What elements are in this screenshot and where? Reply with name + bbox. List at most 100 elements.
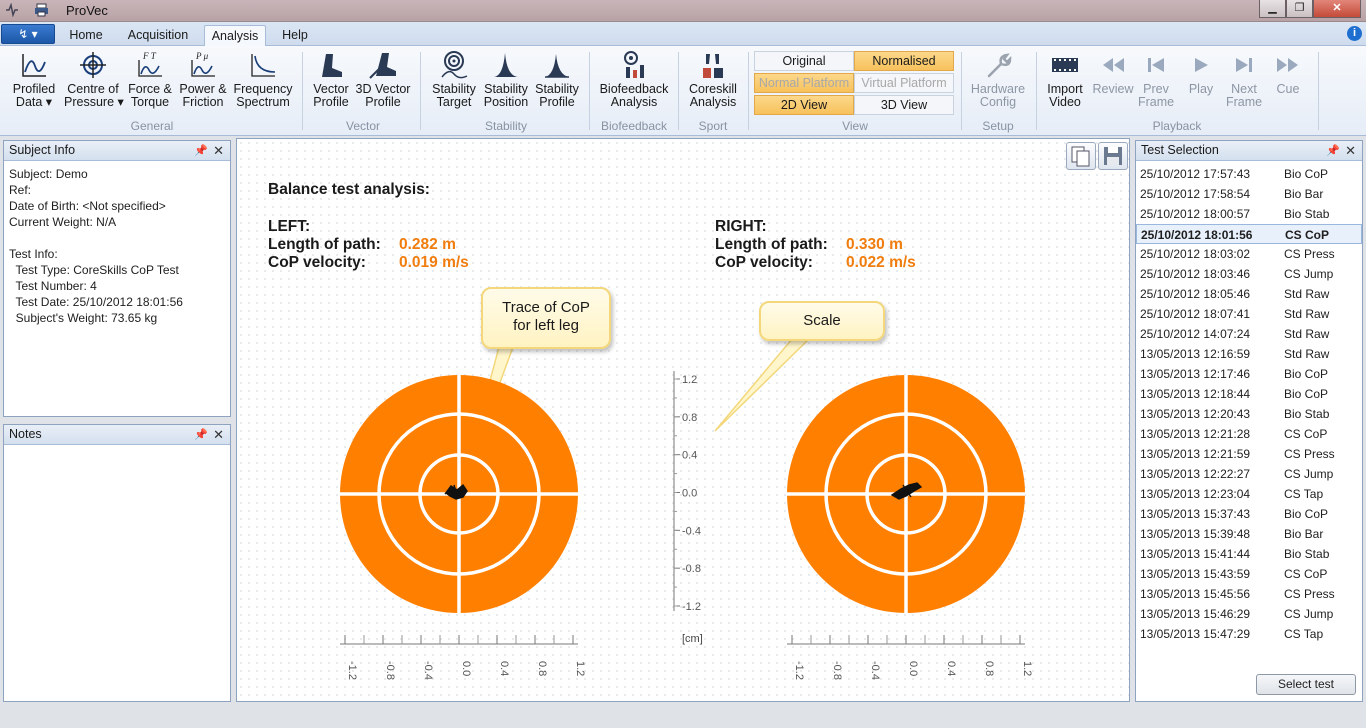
view-3d-button[interactable]: 3D View bbox=[854, 95, 954, 115]
prev-frame-button[interactable]: Prev Frame bbox=[1134, 50, 1178, 109]
test-date: 13/05/2013 15:41:44 bbox=[1140, 547, 1251, 561]
tab-analysis[interactable]: Analysis bbox=[204, 25, 266, 47]
test-row[interactable]: 25/10/2012 18:03:46 CS Jump bbox=[1136, 264, 1362, 284]
import-video-button[interactable]: Import Video bbox=[1042, 50, 1088, 109]
test-row[interactable]: 13/05/2013 15:47:29 CS Tap bbox=[1136, 624, 1362, 644]
vector-profile-button[interactable]: Vector Profile bbox=[308, 50, 354, 109]
test-row[interactable]: 13/05/2013 15:43:59 CS CoP bbox=[1136, 564, 1362, 584]
tab-home[interactable]: Home bbox=[69, 28, 103, 42]
test-row[interactable]: 25/10/2012 18:03:02 CS Press bbox=[1136, 244, 1362, 264]
save-button[interactable] bbox=[1098, 142, 1128, 170]
title-bar: ProVec ▁ ❐ ✕ bbox=[0, 0, 1366, 22]
view-normalised-button[interactable]: Normalised bbox=[854, 51, 954, 71]
right-horizontal-label: 0.0 bbox=[907, 661, 919, 676]
close-icon[interactable]: ✕ bbox=[213, 143, 224, 158]
test-row[interactable]: 13/05/2013 12:18:44 Bio CoP bbox=[1136, 384, 1362, 404]
pin-icon[interactable]: 📌 bbox=[194, 429, 208, 441]
import-video-label: Import Video bbox=[1047, 82, 1083, 109]
test-date: 13/05/2013 12:20:43 bbox=[1140, 407, 1251, 421]
close-icon[interactable]: ✕ bbox=[1345, 143, 1356, 158]
test-date: 13/05/2013 12:22:27 bbox=[1140, 467, 1251, 481]
centre-of-pressure-label: Centre of Pressure ▾ bbox=[64, 82, 124, 109]
test-row[interactable]: 13/05/2013 15:45:56 CS Press bbox=[1136, 584, 1362, 604]
biofeedback-analysis-button[interactable]: Biofeedback Analysis bbox=[596, 50, 672, 109]
test-row[interactable]: 13/05/2013 12:16:59 Std Raw bbox=[1136, 344, 1362, 364]
frequency-spectrum-label: Frequency Spectrum bbox=[233, 82, 293, 109]
test-row[interactable]: 13/05/2013 12:22:27 CS Jump bbox=[1136, 464, 1362, 484]
biofeedback-icon bbox=[624, 51, 644, 78]
right-horizontal-label: 0.8 bbox=[983, 661, 995, 676]
coreskill-icon bbox=[703, 54, 723, 78]
test-row[interactable]: 13/05/2013 12:17:46 Bio CoP bbox=[1136, 364, 1362, 384]
test-row[interactable]: 13/05/2013 12:20:43 Bio Stab bbox=[1136, 404, 1362, 424]
test-date: 25/10/2012 14:07:24 bbox=[1140, 327, 1251, 341]
test-row[interactable]: 25/10/2012 14:07:24 Std Raw bbox=[1136, 324, 1362, 344]
centre-of-pressure-button[interactable]: Centre of Pressure ▾ bbox=[64, 50, 124, 109]
test-row[interactable]: 25/10/2012 18:05:46 Std Raw bbox=[1136, 284, 1362, 304]
left-horizontal-label: 0.4 bbox=[498, 661, 510, 676]
test-row[interactable]: 13/05/2013 15:39:48 Bio Bar bbox=[1136, 524, 1362, 544]
pin-icon[interactable]: 📌 bbox=[1326, 145, 1340, 157]
test-type: Std Raw bbox=[1284, 327, 1330, 341]
test-row[interactable]: 13/05/2013 15:46:29 CS Jump bbox=[1136, 604, 1362, 624]
test-date: 25/10/2012 18:00:57 bbox=[1140, 207, 1251, 221]
notes-area[interactable] bbox=[4, 445, 230, 701]
view-normal-platform-button[interactable]: Normal Platform bbox=[754, 73, 854, 93]
test-row[interactable]: 13/05/2013 15:37:43 Bio CoP bbox=[1136, 504, 1362, 524]
right-path-label: Length of path: bbox=[715, 236, 828, 253]
tab-acquisition[interactable]: Acquisition bbox=[127, 28, 189, 42]
power-friction-icon: P μ bbox=[191, 51, 215, 77]
app-menu-button[interactable]: ↯ ▾ bbox=[1, 24, 55, 44]
close-button[interactable]: ✕ bbox=[1313, 0, 1361, 18]
vector-profile-3d-button[interactable]: 3D Vector Profile bbox=[354, 50, 412, 109]
select-test-button[interactable]: Select test bbox=[1256, 674, 1356, 695]
stability-target-button[interactable]: Stability Target bbox=[428, 50, 480, 109]
view-2d-button[interactable]: 2D View bbox=[754, 95, 854, 115]
test-date: 13/05/2013 15:46:29 bbox=[1140, 607, 1251, 621]
coreskill-analysis-button[interactable]: Coreskill Analysis bbox=[684, 50, 742, 109]
svg-text:P μ: P μ bbox=[195, 51, 209, 61]
left-label: LEFT: bbox=[268, 218, 311, 235]
stability-position-button[interactable]: Stability Position bbox=[480, 50, 532, 109]
app-title: ProVec bbox=[66, 3, 108, 18]
test-row[interactable]: 25/10/2012 18:07:41 Std Raw bbox=[1136, 304, 1362, 324]
profiled-data-button[interactable]: Profiled Data ▾ bbox=[8, 50, 60, 109]
help-icon[interactable]: i bbox=[1347, 26, 1362, 41]
scale-callout-tail bbox=[714, 338, 811, 432]
right-path-value: 0.330 m bbox=[846, 236, 903, 253]
right-horizontal-label: -1.2 bbox=[793, 661, 805, 680]
review-button[interactable]: Review bbox=[1090, 50, 1136, 96]
test-row[interactable]: 13/05/2013 12:21:28 CS CoP bbox=[1136, 424, 1362, 444]
test-date: 25/10/2012 18:01:56 bbox=[1141, 228, 1253, 242]
cue-button[interactable]: Cue bbox=[1266, 50, 1310, 96]
print-icon[interactable] bbox=[34, 3, 49, 20]
test-type: Bio Stab bbox=[1284, 207, 1330, 221]
force-torque-button[interactable]: F T Force & Torque bbox=[126, 50, 174, 109]
test-row[interactable]: 25/10/2012 17:58:54 Bio Bar bbox=[1136, 184, 1362, 204]
tab-help[interactable]: Help bbox=[282, 28, 308, 42]
subject-info-title: Subject Info bbox=[9, 143, 76, 157]
notes-panel: Notes 📌 ✕ bbox=[3, 424, 231, 702]
view-original-button[interactable]: Original bbox=[754, 51, 854, 71]
view-virtual-platform-button[interactable]: Virtual Platform bbox=[854, 73, 954, 93]
test-row[interactable]: 13/05/2013 12:21:59 CS Press bbox=[1136, 444, 1362, 464]
test-row[interactable]: 13/05/2013 12:23:04 CS Tap bbox=[1136, 484, 1362, 504]
play-button[interactable]: Play bbox=[1180, 50, 1222, 96]
test-row[interactable]: 25/10/2012 17:57:43 Bio CoP bbox=[1136, 164, 1362, 184]
power-friction-button[interactable]: P μ Power & Friction bbox=[178, 50, 228, 109]
test-row[interactable]: 13/05/2013 15:41:44 Bio Stab bbox=[1136, 544, 1362, 564]
copy-button[interactable] bbox=[1066, 142, 1096, 170]
maximize-button[interactable]: ❐ bbox=[1286, 0, 1313, 18]
left-horizontal-label: 0.0 bbox=[460, 661, 472, 676]
minimize-button[interactable]: ▁ bbox=[1259, 0, 1286, 18]
pin-icon[interactable]: 📌 bbox=[194, 145, 208, 157]
stability-profile-button[interactable]: Stability Profile bbox=[532, 50, 582, 109]
hardware-config-button[interactable]: Hardware Config bbox=[966, 50, 1030, 109]
frequency-spectrum-button[interactable]: Frequency Spectrum bbox=[232, 50, 294, 109]
close-icon[interactable]: ✕ bbox=[213, 427, 224, 442]
test-row[interactable]: 25/10/2012 18:01:56 CS CoP bbox=[1136, 224, 1362, 244]
test-row[interactable]: 25/10/2012 18:00:57 Bio Stab bbox=[1136, 204, 1362, 224]
vertical-scale-label: -0.8 bbox=[682, 563, 701, 575]
subject-info-line: Test Date: 25/10/2012 18:01:56 bbox=[9, 295, 183, 309]
next-frame-button[interactable]: Next Frame bbox=[1222, 50, 1266, 109]
